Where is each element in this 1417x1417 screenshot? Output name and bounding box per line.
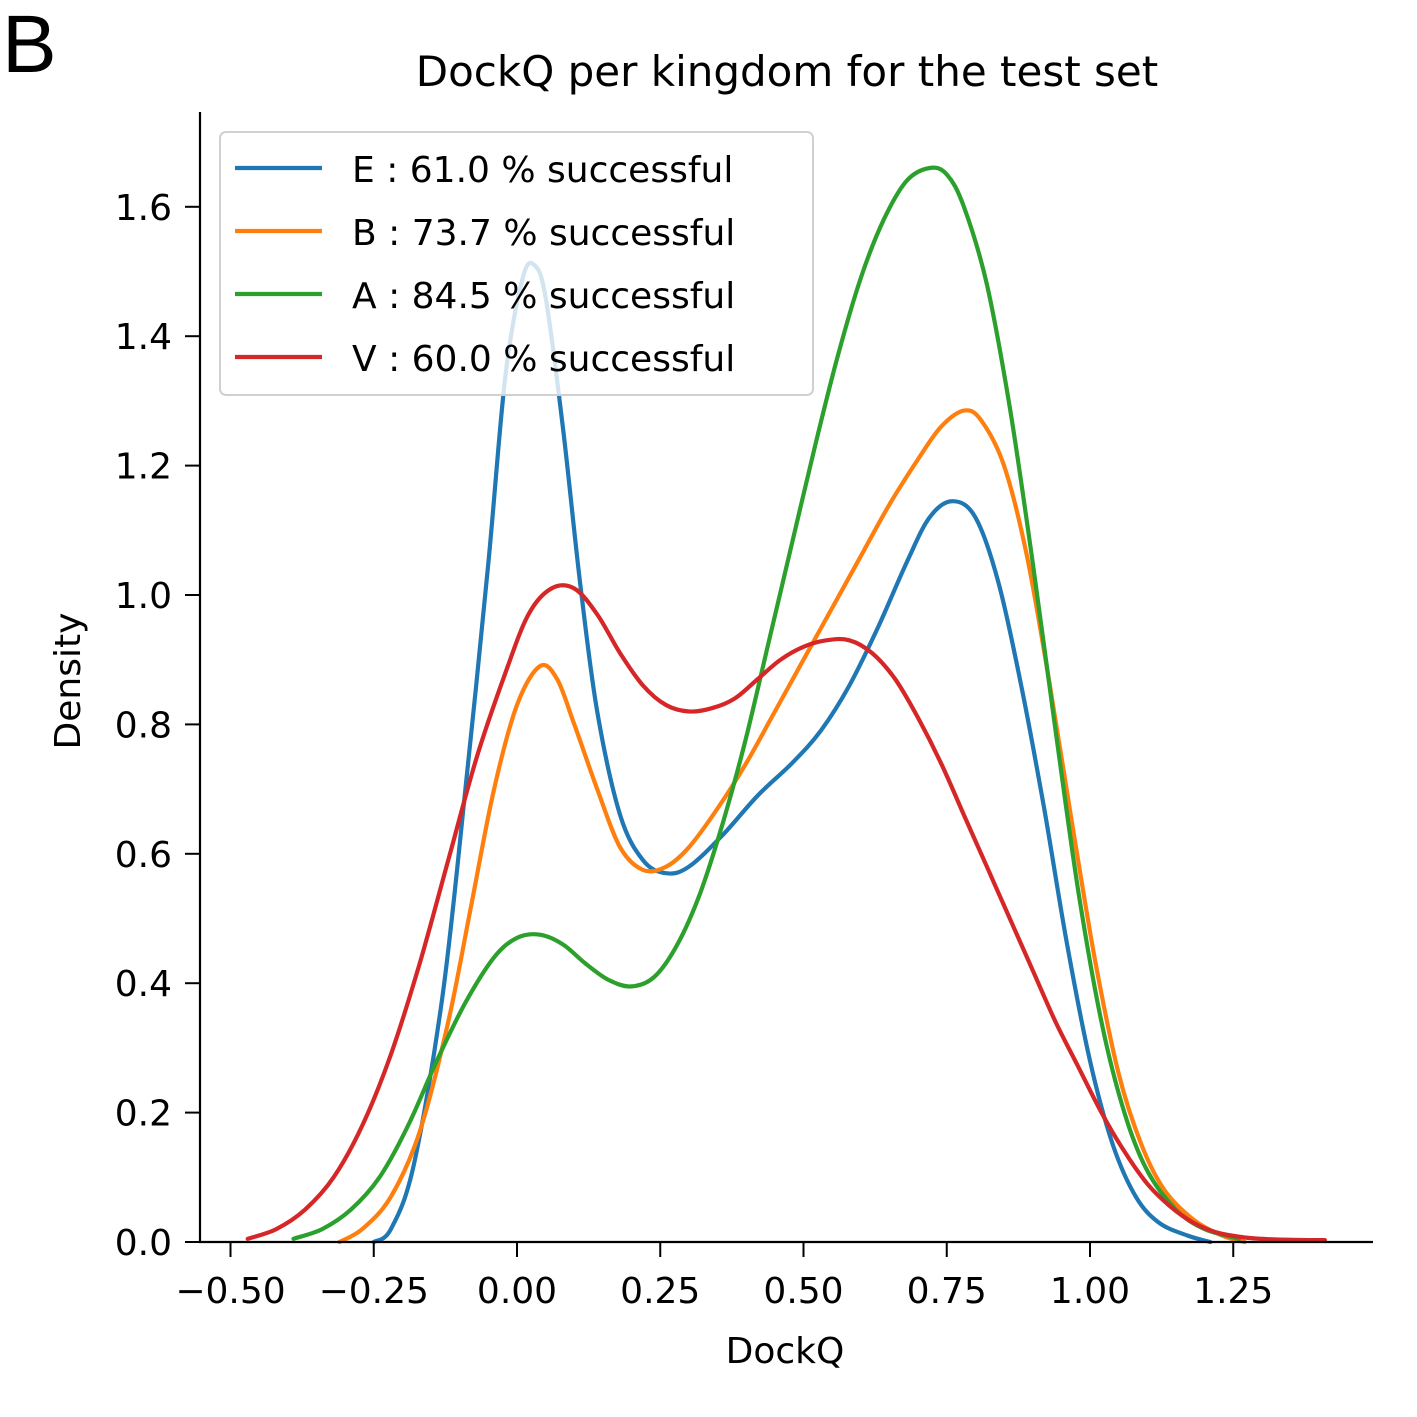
- x-tick-label: −0.25: [319, 1271, 429, 1312]
- legend: E : 61.0 % successful B : 73.7 % successf…: [219, 131, 814, 396]
- x-tick-label: 0.75: [907, 1271, 987, 1312]
- panel-label: B: [2, 0, 57, 90]
- chart-title: DockQ per kingdom for the test set: [416, 47, 1158, 96]
- y-ticks: 0.0 0.2 0.4 0.6 0.8 1.0 1.2 1.4 1.6: [115, 188, 200, 1264]
- x-ticks: −0.50 −0.25 0.00 0.25 0.50 0.75 1.00 1.25: [175, 1242, 1273, 1312]
- y-tick-label: 0.2: [115, 1094, 172, 1135]
- legend-label: B : 73.7 % successful: [352, 213, 735, 254]
- x-tick-label: 1.00: [1050, 1271, 1130, 1312]
- y-tick-label: 1.0: [115, 576, 172, 617]
- y-tick-label: 0.0: [115, 1223, 172, 1264]
- y-tick-label: 1.2: [115, 447, 172, 488]
- legend-label: E : 61.0 % successful: [352, 150, 733, 191]
- series-line-3: [245, 583, 1327, 1243]
- legend-label: A : 84.5 % successful: [352, 276, 735, 317]
- legend-label: V : 60.0 % successful: [352, 339, 735, 380]
- series-line-2: [291, 165, 1242, 1241]
- y-tick-label: 0.6: [115, 835, 172, 876]
- y-tick-label: 0.4: [115, 964, 172, 1005]
- y-axis-label: Density: [48, 613, 89, 750]
- x-tick-label: 0.50: [763, 1271, 843, 1312]
- series-layer: [245, 165, 1327, 1245]
- y-tick-label: 0.8: [115, 705, 172, 746]
- y-tick-label: 1.4: [115, 317, 172, 358]
- x-tick-label: 0.25: [620, 1271, 700, 1312]
- y-tick-label: 1.6: [115, 188, 172, 229]
- x-tick-label: 1.25: [1193, 1271, 1273, 1312]
- x-tick-label: −0.50: [175, 1271, 285, 1312]
- x-tick-label: 0.00: [477, 1271, 557, 1312]
- x-axis-label: DockQ: [726, 1331, 845, 1372]
- legend-frame: [219, 131, 814, 396]
- series-line-0: [371, 260, 1213, 1245]
- series-line-1: [337, 408, 1247, 1245]
